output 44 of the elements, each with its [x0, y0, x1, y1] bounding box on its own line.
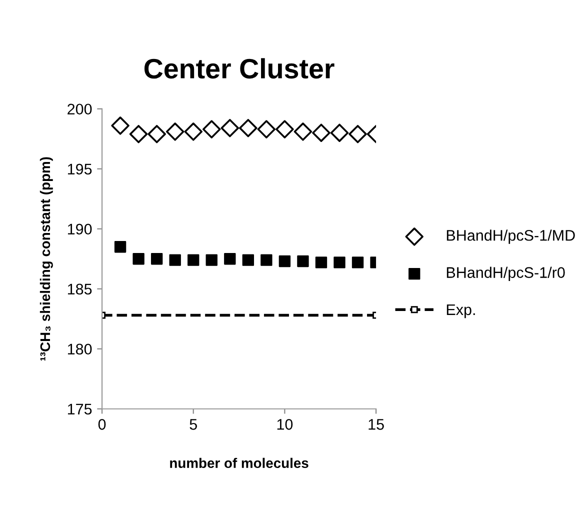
y-tick-label: 180 [68, 344, 92, 355]
point [276, 120, 294, 138]
point [239, 118, 258, 138]
point [260, 254, 272, 266]
point [224, 253, 236, 265]
point [315, 256, 328, 268]
legend-label: BHandH/pcS-1/r0 [446, 266, 565, 281]
y-axis-title: ¹³CH₃ shielding constant (ppm) [40, 157, 53, 361]
x-tick-label: 0 [98, 418, 106, 430]
point [132, 253, 144, 265]
point [242, 254, 254, 266]
point [220, 118, 240, 138]
y-tick-label: 190 [68, 224, 92, 235]
chart-title: Center Cluster [144, 58, 334, 79]
point [169, 254, 181, 266]
point [184, 122, 202, 141]
point [148, 124, 166, 144]
point [278, 255, 291, 268]
x-tick-label: 10 [277, 418, 293, 430]
y-tick-label: 195 [68, 164, 92, 175]
point [330, 124, 349, 142]
point [202, 120, 221, 138]
point [166, 122, 184, 141]
y-tick-label: 200 [68, 104, 92, 115]
x-tick-label: 5 [190, 419, 197, 430]
point [188, 254, 200, 266]
point [334, 256, 346, 268]
legend-label: Exp. [446, 304, 475, 318]
point [297, 255, 309, 268]
point [111, 116, 130, 135]
y-tick-label: 185 [68, 284, 92, 295]
point [352, 256, 364, 268]
point [114, 241, 126, 253]
point [129, 124, 148, 144]
point [348, 124, 367, 144]
point [206, 254, 218, 266]
x-tick-label: 15 [368, 419, 384, 430]
legend-label: BHandH/pcS-1/MD [446, 230, 575, 244]
x-axis-title: number of molecules [170, 458, 308, 468]
y-tick-label: 175 [68, 404, 92, 415]
point [294, 122, 312, 141]
point [150, 253, 163, 265]
point [257, 120, 276, 138]
point [312, 124, 330, 142]
